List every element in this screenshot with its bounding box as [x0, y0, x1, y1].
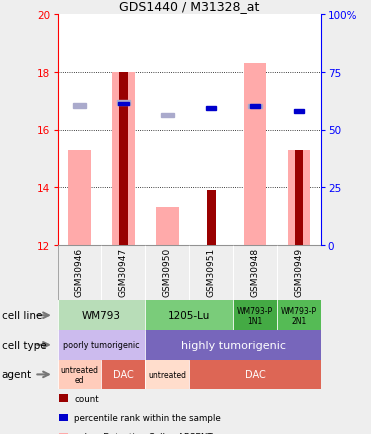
Bar [101, 360, 145, 389]
Bar [161, 114, 174, 118]
Text: untreated
ed: untreated ed [60, 365, 98, 384]
Text: count: count [74, 394, 99, 403]
Text: GSM30946: GSM30946 [75, 247, 84, 296]
Bar [68, 150, 91, 245]
Text: WM793-P
2N1: WM793-P 2N1 [281, 306, 317, 325]
Bar [58, 301, 145, 330]
Bar [58, 360, 101, 389]
Bar [288, 150, 311, 245]
Text: 1205-Lu: 1205-Lu [168, 311, 210, 320]
Bar [145, 360, 189, 389]
Text: DAC: DAC [113, 370, 134, 379]
Bar [119, 72, 128, 245]
Bar [249, 104, 262, 109]
Text: cell line: cell line [2, 311, 42, 320]
Text: GSM30947: GSM30947 [119, 247, 128, 296]
Text: GSM30948: GSM30948 [250, 247, 260, 296]
Bar [206, 107, 216, 111]
Text: GSM30950: GSM30950 [163, 247, 172, 296]
Bar [295, 150, 303, 245]
Text: highly tumorigenic: highly tumorigenic [181, 340, 286, 350]
Text: GSM30949: GSM30949 [295, 247, 303, 296]
Text: percentile rank within the sample: percentile rank within the sample [74, 413, 221, 422]
Bar [207, 191, 216, 245]
Text: WM793-P
1N1: WM793-P 1N1 [237, 306, 273, 325]
Text: cell type: cell type [2, 340, 46, 350]
Text: agent: agent [2, 370, 32, 379]
Bar [118, 102, 129, 106]
Bar [233, 301, 277, 330]
Text: value, Detection Call = ABSENT: value, Detection Call = ABSENT [74, 432, 213, 434]
Text: GSM30951: GSM30951 [207, 247, 216, 296]
Text: DAC: DAC [245, 370, 265, 379]
Text: WM793: WM793 [82, 311, 121, 320]
Bar [73, 104, 86, 108]
Bar [294, 110, 304, 113]
Bar [244, 64, 266, 245]
Bar [145, 301, 233, 330]
Text: poorly tumorigenic: poorly tumorigenic [63, 341, 140, 349]
Bar [250, 105, 260, 108]
Bar [277, 301, 321, 330]
Bar [145, 330, 321, 360]
Bar [58, 330, 145, 360]
Bar [189, 360, 321, 389]
Bar [156, 208, 179, 245]
Text: untreated: untreated [148, 370, 186, 379]
Bar [117, 101, 130, 106]
Bar [112, 72, 135, 245]
Title: GDS1440 / M31328_at: GDS1440 / M31328_at [119, 0, 259, 13]
